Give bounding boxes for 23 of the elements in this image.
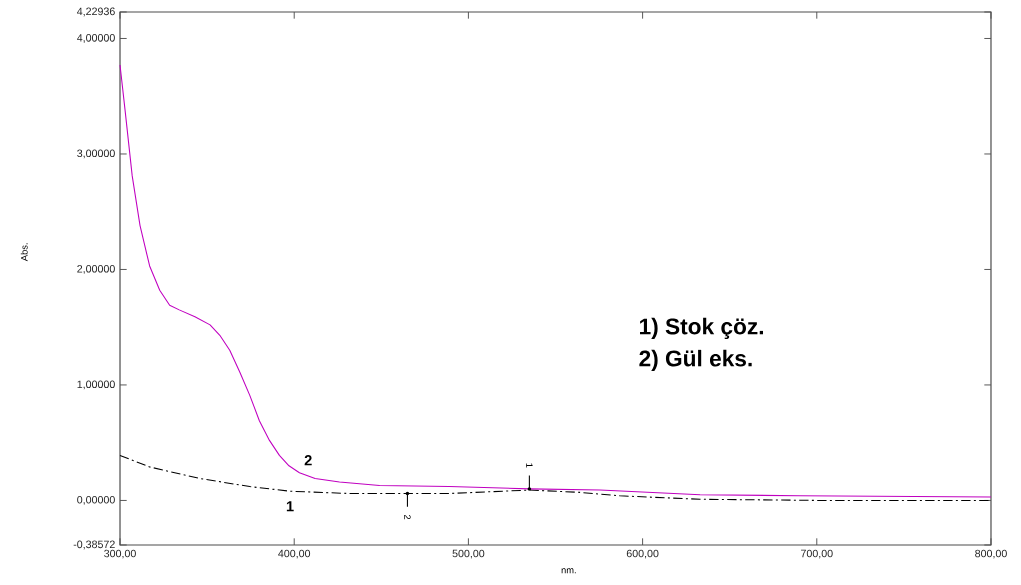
annotation: 1 xyxy=(526,463,533,468)
annotation: 2 xyxy=(404,514,411,520)
x-tick-label: 600,00 xyxy=(626,549,659,559)
x-tick-label: 700,00 xyxy=(801,549,833,559)
y-tick-label: 4,00000 xyxy=(76,34,115,43)
y-tick-label: -0,38572 xyxy=(73,540,115,550)
y-tick-label: 2,00000 xyxy=(77,265,115,274)
y-axis-title: Abs. xyxy=(20,243,28,262)
annotation: 2) Gül eks. xyxy=(639,349,752,371)
x-tick-label: 500,00 xyxy=(452,549,485,559)
x-axis-title: nm. xyxy=(561,568,576,574)
y-tick-label: 1,00000 xyxy=(77,380,115,390)
series-label: 2 xyxy=(304,455,312,466)
line-series xyxy=(119,64,992,498)
x-tick-label: 300,00 xyxy=(104,549,136,559)
y-tick-label: 4,22936 xyxy=(76,7,115,17)
line-series xyxy=(119,454,992,501)
y-tick-label: 0,00000 xyxy=(77,496,115,505)
x-tick-label: 800,00 xyxy=(975,549,1007,559)
annotation: 1) Stok çöz. xyxy=(640,317,763,339)
series-label: 1 xyxy=(286,501,294,512)
x-tick-label: 400,00 xyxy=(278,549,311,559)
y-tick-label: 3,00000 xyxy=(77,149,115,159)
